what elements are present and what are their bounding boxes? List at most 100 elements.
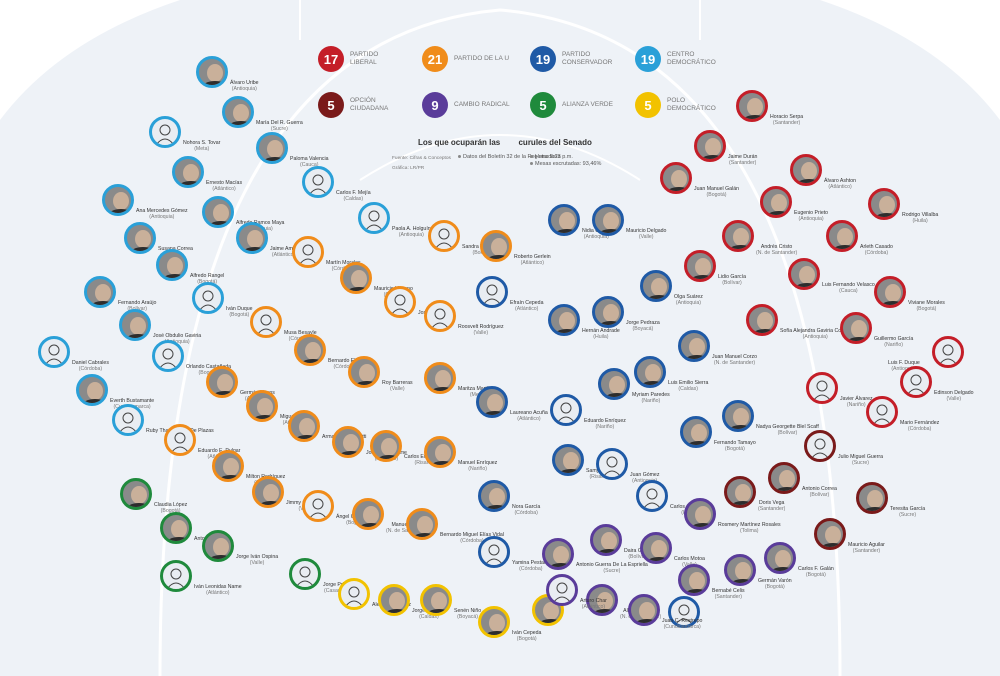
senator-department: (Casanare) <box>324 588 350 594</box>
portrait-face <box>217 374 233 392</box>
portrait-suit <box>208 555 231 559</box>
senator-department: (Bogotá) <box>160 508 181 514</box>
senator-name: Arleth Casado (Córdoba) <box>860 244 893 256</box>
portrait-suit <box>162 274 185 278</box>
portrait-face <box>639 602 655 620</box>
portrait-face <box>233 104 249 122</box>
senator-department: (Caldas) <box>678 386 698 392</box>
senator-seat <box>84 276 116 308</box>
senator-name: Álvaro Ashton (Atlántico) <box>824 178 856 190</box>
senator-name-text: Musa Besayle <box>284 330 317 336</box>
senator-seat <box>856 482 888 514</box>
portrait-face <box>559 312 575 330</box>
portrait-face <box>87 382 103 400</box>
senator-department: (Sucre) <box>851 460 869 466</box>
portrait-face <box>167 257 183 275</box>
portrait-suit <box>300 359 323 363</box>
senator-name-text: María Del R. Guerra <box>256 120 303 126</box>
senator-name: Daniel Cabrales (Córdoba) <box>72 360 109 372</box>
bulletin-text: Datos del Boletín 32 de la Registraduría <box>463 154 561 160</box>
senator-seat <box>160 512 192 544</box>
portrait-face <box>735 484 751 502</box>
senator-department: (Meta) <box>194 146 210 152</box>
senator-seat <box>164 424 196 456</box>
senator-department: (Boyacá) <box>632 326 654 332</box>
senator-name-text: Alfredo Ramos Maya <box>236 220 285 226</box>
portrait-face <box>689 572 705 590</box>
legend-item: 9 CAMBIO RADICAL <box>422 92 510 118</box>
portrait-suit <box>862 507 885 511</box>
senator-department: (Antioquia) <box>398 232 424 238</box>
person-placeholder-icon <box>295 566 315 587</box>
senator-name-text: José Obdulio Gaviria <box>153 333 202 339</box>
senator-seat <box>120 478 152 510</box>
senator-department: (Valle) <box>946 396 962 402</box>
senator-department: (Antioquia) <box>802 334 828 340</box>
time-row: Hora: 9:23 p.m. <box>530 154 601 161</box>
portrait-face <box>671 170 687 188</box>
legend-count-badge: 17 <box>318 46 344 72</box>
portrait-suit <box>684 355 707 359</box>
senator-name-text: Jorge Pedraza <box>626 320 660 326</box>
portrait-suit <box>376 455 399 459</box>
senator-department: (Atlántico) <box>212 186 236 192</box>
senator-name: Senén Niño (Boyacá) <box>454 608 481 620</box>
senator-name: Jaime Amín (Atlántico) <box>270 246 297 258</box>
senator-department: (Antioquia) <box>891 366 917 372</box>
senator-seat <box>384 286 416 318</box>
senator-department: (Boyacá) <box>457 614 478 620</box>
portrait-suit <box>794 283 817 287</box>
portrait-suit <box>554 329 577 333</box>
legend-count-badge: 5 <box>530 92 556 118</box>
portrait-suit <box>294 435 317 439</box>
senator-seat <box>790 154 822 186</box>
senator-seat <box>548 304 580 336</box>
senator-seat <box>552 444 584 476</box>
portrait-face <box>867 490 883 508</box>
portrait-suit <box>554 229 577 233</box>
portrait-suit <box>820 543 843 547</box>
senator-department: (Bolívar) <box>722 280 742 286</box>
senator-department: (Bogotá) <box>724 446 745 452</box>
senator-name: Nadya Georgette Blel Scaff (Bolívar) <box>756 424 819 436</box>
portrait-suit <box>252 415 275 419</box>
senator-name-text: Bernabé Celis <box>712 588 745 594</box>
portrait-suit <box>646 295 669 299</box>
senator-seat <box>256 132 288 164</box>
senator-name: Guillermo García (Nariño) <box>874 336 913 348</box>
senator-seat <box>124 222 156 254</box>
person-placeholder-icon <box>484 544 504 565</box>
portrait-face <box>487 394 503 412</box>
senator-name-text: Martín Morales <box>326 260 361 266</box>
senator-department: (Nariño) <box>595 424 615 430</box>
senator-seat <box>424 300 456 332</box>
portrait-face <box>171 520 187 538</box>
portrait-suit <box>358 523 381 527</box>
senator-name: Claudia López (Bogotá) <box>154 502 187 514</box>
portrait-suit <box>538 619 561 623</box>
senator-name: Teresita García (Sucre) <box>890 506 925 518</box>
legend-label: CENTRO DEMOCRÁTICO <box>667 51 716 66</box>
senator-name-text: Rosmery Martínez Rosales <box>718 522 781 528</box>
senator-name: Julio Miguel Guerra (Sucre) <box>838 454 883 466</box>
senator-seat <box>480 230 512 262</box>
senator-name: Jorge Prieto (Casanare) <box>323 582 351 594</box>
senator-department: (Atlántico) <box>520 260 544 266</box>
senator-name-text: Álvaro Ashton <box>824 178 857 184</box>
senator-name-text: Álvaro Uribe <box>230 80 259 86</box>
senator-department: (Córdoba) <box>519 566 543 572</box>
senator-seat <box>428 220 460 252</box>
senator-seat <box>292 236 324 268</box>
senator-name-text: Manuel Enríquez <box>458 460 498 466</box>
senator-seat <box>340 262 372 294</box>
senator-name-text: Mauricio Delgado <box>626 228 667 234</box>
portrait-face <box>130 317 146 335</box>
senator-name-text: Paola A. Holguín <box>392 226 431 232</box>
senator-department: (Huila) <box>593 334 609 340</box>
portrait-face <box>351 270 367 288</box>
portrait-suit <box>125 334 148 338</box>
portrait-suit <box>208 221 231 225</box>
portrait-suit <box>604 393 627 397</box>
person-placeholder-icon <box>810 438 830 459</box>
senator-seat <box>868 188 900 220</box>
